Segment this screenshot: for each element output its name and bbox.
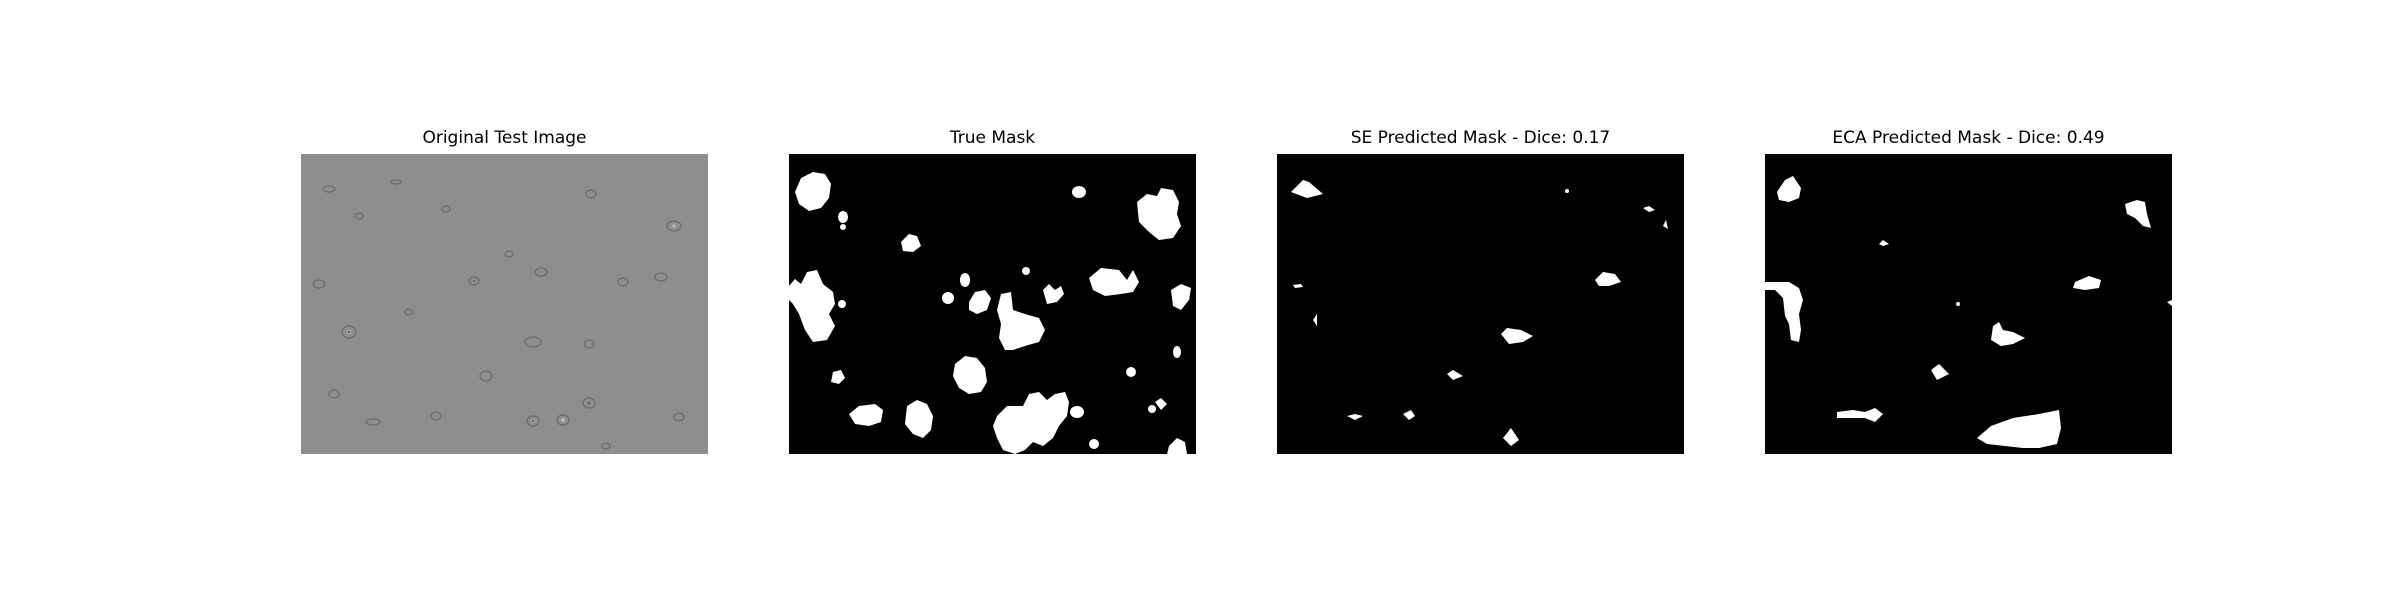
- true-mask-image: [789, 154, 1196, 454]
- panel-true-mask: True Mask: [789, 0, 1196, 600]
- mask-background: [789, 154, 1196, 454]
- panel-eca-predicted-mask: ECA Predicted Mask - Dice: 0.49: [1765, 0, 2172, 600]
- mask-background: [1277, 154, 1684, 454]
- panel-se-predicted-mask: SE Predicted Mask - Dice: 0.17: [1277, 0, 1684, 600]
- se-predicted-mask-image: [1277, 154, 1684, 454]
- original-test-image: [301, 154, 708, 454]
- mask-background: [1765, 154, 2172, 454]
- panel-title: SE Predicted Mask - Dice: 0.17: [1277, 126, 1684, 150]
- eca-predicted-mask-image: [1765, 154, 2172, 454]
- micrograph-background: [301, 154, 708, 454]
- panel-title: ECA Predicted Mask - Dice: 0.49: [1765, 126, 2172, 150]
- panel-original-image: Original Test Image: [301, 0, 708, 600]
- panel-title: True Mask: [789, 126, 1196, 150]
- panel-title: Original Test Image: [301, 126, 708, 150]
